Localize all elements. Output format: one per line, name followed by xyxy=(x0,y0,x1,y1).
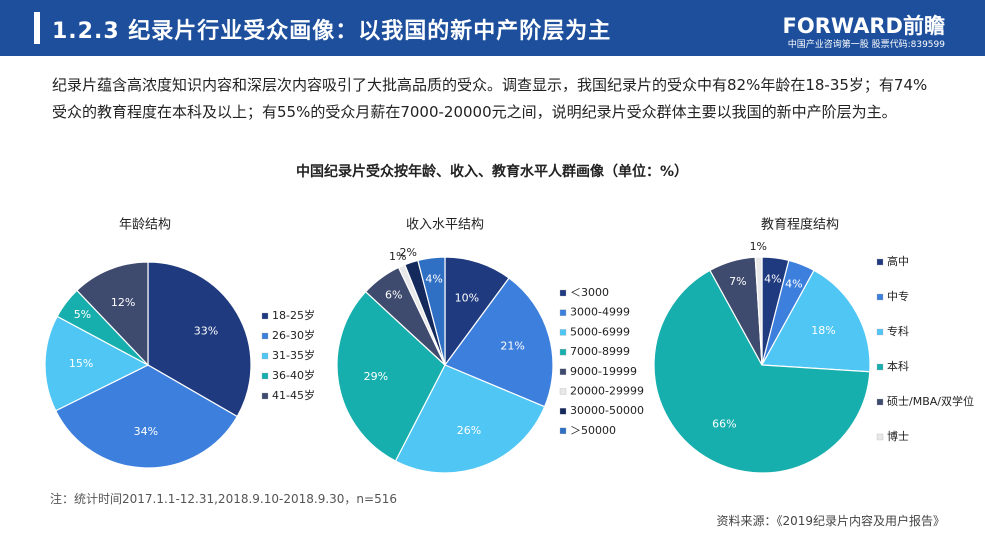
legend-swatch xyxy=(261,312,269,320)
pie-slice xyxy=(417,256,446,366)
legend-label: 专科 xyxy=(887,324,909,338)
pie-title: 教育程度结构 xyxy=(761,217,839,233)
legend-label: ＜3000 xyxy=(570,286,609,299)
logo-subtitle: 中国产业咨询第一股 股票代码:839599 xyxy=(787,40,945,50)
legend-swatch xyxy=(559,348,567,356)
logo: FORWARD前瞻 xyxy=(782,14,945,38)
legend-swatch xyxy=(261,332,269,340)
data-label: 21% xyxy=(500,339,524,352)
pie-slice xyxy=(54,364,239,469)
pie-title: 收入水平结构 xyxy=(406,218,484,233)
legend-label: 30000-50000 xyxy=(570,404,644,417)
legend-label: 26-30岁 xyxy=(272,328,315,342)
data-label: 10% xyxy=(455,291,479,304)
legend-label: 博士 xyxy=(887,430,909,443)
figure-title: 中国纪录片受众按年龄、收入、教育水平人群画像（单位：%） xyxy=(296,163,688,180)
intro-text: 纪录片蕴含高浓度知识内容和深层次内容吸引了大批高品质的受众。调查显示，我国纪录片… xyxy=(52,76,928,121)
legend-swatch xyxy=(876,398,884,406)
legend-swatch xyxy=(559,388,567,395)
data-label: 5% xyxy=(74,308,91,321)
legend-label: 3000-4999 xyxy=(570,306,630,319)
legend-label: 硕士/MBA/双学位 xyxy=(887,394,974,408)
legend-label: 18-25岁 xyxy=(272,308,315,322)
legend-swatch xyxy=(559,408,567,415)
legend-label: 5000-6999 xyxy=(570,325,630,338)
pie-slice xyxy=(444,277,554,408)
legend-label: ＞50000 xyxy=(570,424,616,437)
legend-label: 31-35岁 xyxy=(272,348,315,362)
legend-swatch xyxy=(559,309,567,316)
data-label: 15% xyxy=(69,357,93,370)
legend-swatch xyxy=(876,363,884,371)
data-label: 33% xyxy=(194,325,218,338)
data-label: 4% xyxy=(425,272,442,285)
source: 资料来源：《2019纪录片内容及用户报告》 xyxy=(716,514,945,528)
pie-slice xyxy=(147,261,252,418)
header-bar: 1.2.3 纪录片行业受众画像：以我国的新中产阶层为主 FORWARD前瞻 中国… xyxy=(0,0,985,56)
legend-swatch xyxy=(876,258,884,266)
legend-swatch xyxy=(261,392,269,400)
legend-label: 高中 xyxy=(887,254,909,268)
data-label: 34% xyxy=(134,425,158,438)
legend-swatch xyxy=(559,329,567,336)
pie-slice xyxy=(754,256,763,366)
legend-swatch xyxy=(261,372,269,380)
legend-label: 中专 xyxy=(887,289,909,303)
data-label: 1% xyxy=(750,240,767,253)
pie-title: 年龄结构 xyxy=(119,218,171,233)
legend-swatch xyxy=(261,352,269,360)
data-label: 7% xyxy=(729,275,746,288)
data-label: 4% xyxy=(785,278,802,291)
slide-title: 1.2.3 纪录片行业受众画像：以我国的新中产阶层为主 xyxy=(52,19,612,44)
legend-swatch xyxy=(876,328,884,336)
accent xyxy=(34,12,40,44)
pie-slice xyxy=(44,315,150,412)
pie-slice xyxy=(761,269,871,373)
pie-slice xyxy=(336,290,446,462)
legend-label: 41-45岁 xyxy=(272,388,315,402)
legend-label: 本科 xyxy=(887,359,909,373)
pie-slice xyxy=(76,261,149,367)
data-label: 6% xyxy=(385,288,402,301)
data-label: 29% xyxy=(364,370,388,383)
data-label: 66% xyxy=(712,417,736,430)
legend-swatch xyxy=(876,433,884,441)
data-label: 26% xyxy=(457,424,481,437)
data-label: 1% xyxy=(389,250,406,263)
legend-label: 36-40岁 xyxy=(272,368,315,382)
data-label: 4% xyxy=(764,272,781,285)
legend-label: 7000-8999 xyxy=(570,345,630,358)
legend-swatch xyxy=(559,289,567,297)
legend-label: 20000-29999 xyxy=(570,385,644,398)
note: 注：统计时间2017.1.1-12.31,2018.9.10-2018.9.30… xyxy=(50,492,397,506)
legend-label: 9000-19999 xyxy=(570,365,637,378)
pie-slice xyxy=(394,364,546,474)
data-label: 18% xyxy=(811,324,835,337)
data-label: 2% xyxy=(399,246,416,259)
pie-slice xyxy=(653,269,871,474)
data-label: 12% xyxy=(111,296,135,309)
legend-swatch xyxy=(876,293,884,301)
legend-swatch xyxy=(559,427,567,435)
legend-swatch xyxy=(559,368,567,375)
